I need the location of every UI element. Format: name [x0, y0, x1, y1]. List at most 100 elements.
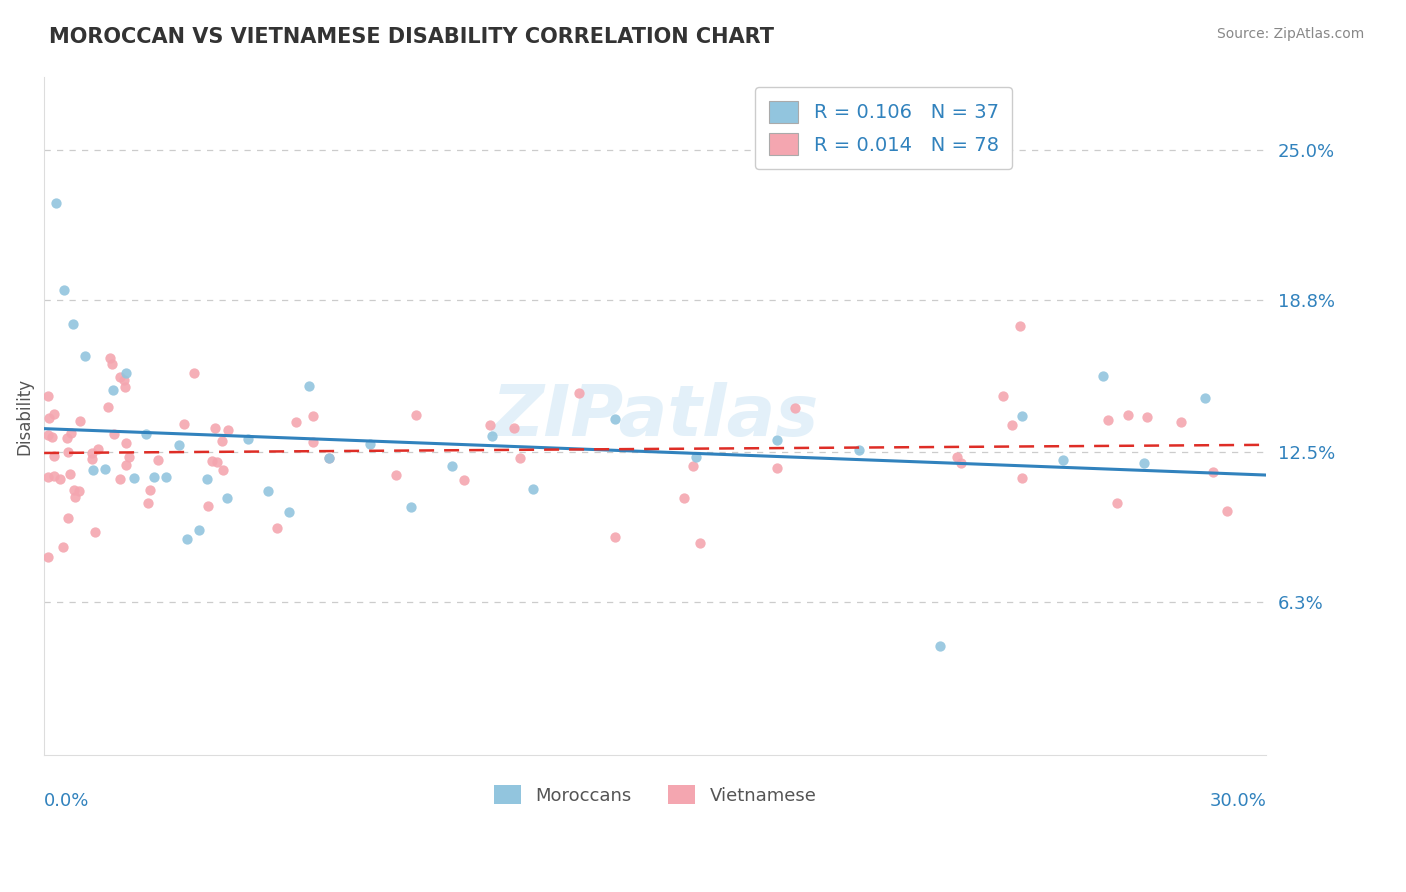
Point — [1116, 409, 1139, 423]
Point — [112, 373, 135, 387]
Point — [38, 411, 60, 425]
Text: ZIPatlas: ZIPatlas — [492, 382, 818, 450]
Point — [673, 491, 696, 505]
Point — [37, 470, 59, 484]
Point — [167, 438, 190, 452]
Point — [37, 550, 59, 565]
Point — [217, 423, 239, 437]
Point — [42, 469, 65, 483]
Point — [101, 358, 124, 372]
Point — [62, 317, 84, 331]
Point — [136, 496, 159, 510]
Point — [405, 408, 427, 422]
Point — [359, 436, 381, 450]
Point — [82, 452, 104, 467]
Point — [62, 483, 84, 497]
Point — [1010, 319, 1032, 334]
Point — [197, 499, 219, 513]
Point — [53, 284, 76, 298]
Point — [568, 386, 591, 401]
Point — [135, 426, 157, 441]
Point — [183, 366, 205, 380]
Point — [481, 429, 503, 443]
Point — [1105, 496, 1128, 510]
Point — [108, 472, 131, 486]
Point — [59, 467, 82, 482]
Point — [114, 380, 136, 394]
Point — [503, 421, 526, 435]
Point — [195, 472, 218, 486]
Point — [58, 510, 80, 524]
Point — [211, 434, 233, 449]
Point — [98, 351, 121, 365]
Point — [1135, 410, 1157, 425]
Point — [522, 482, 544, 496]
Point — [1097, 413, 1119, 427]
Point — [37, 428, 59, 442]
Point — [44, 407, 66, 421]
Point — [173, 417, 195, 431]
Point — [257, 483, 280, 498]
Point — [103, 427, 125, 442]
Point — [155, 469, 177, 483]
Point — [115, 435, 138, 450]
Point — [603, 411, 626, 425]
Text: Source: ZipAtlas.com: Source: ZipAtlas.com — [1216, 27, 1364, 41]
Point — [58, 445, 80, 459]
Point — [84, 525, 107, 540]
Point — [1052, 452, 1074, 467]
Point — [1216, 504, 1239, 518]
Point — [204, 421, 226, 435]
Point — [1001, 417, 1024, 432]
Point — [1011, 471, 1033, 485]
Point — [67, 484, 90, 499]
Point — [41, 430, 63, 444]
Point — [82, 463, 104, 477]
Point — [318, 450, 340, 465]
Point — [103, 383, 125, 397]
Point — [399, 500, 422, 514]
Point — [284, 415, 307, 429]
Point — [1011, 409, 1033, 424]
Point — [37, 389, 59, 403]
Point — [1092, 369, 1115, 384]
Point — [302, 434, 325, 449]
Point — [69, 414, 91, 428]
Point — [848, 442, 870, 457]
Point — [603, 530, 626, 544]
Point — [108, 370, 131, 384]
Point — [509, 450, 531, 465]
Point — [176, 532, 198, 546]
Point — [440, 459, 463, 474]
Point — [1170, 415, 1192, 429]
Point — [143, 470, 166, 484]
Point — [929, 639, 952, 653]
Point — [1133, 456, 1156, 470]
Point — [44, 449, 66, 463]
Point — [60, 426, 83, 441]
Point — [73, 349, 96, 363]
Point — [682, 458, 704, 473]
Y-axis label: Disability: Disability — [15, 377, 32, 455]
Point — [298, 378, 321, 392]
Point — [946, 450, 969, 465]
Point — [49, 472, 72, 486]
Text: 0.0%: 0.0% — [44, 792, 90, 810]
Point — [94, 462, 117, 476]
Point — [205, 455, 228, 469]
Point — [766, 433, 789, 447]
Point — [118, 450, 141, 464]
Point — [45, 196, 67, 211]
Point — [1201, 465, 1223, 479]
Point — [122, 471, 145, 485]
Point — [146, 453, 169, 467]
Point — [217, 491, 239, 505]
Point — [991, 389, 1014, 403]
Point — [212, 463, 235, 477]
Point — [318, 451, 340, 466]
Point — [138, 483, 160, 497]
Point — [236, 432, 259, 446]
Point — [950, 456, 973, 470]
Point — [52, 541, 75, 555]
Point — [785, 401, 807, 415]
